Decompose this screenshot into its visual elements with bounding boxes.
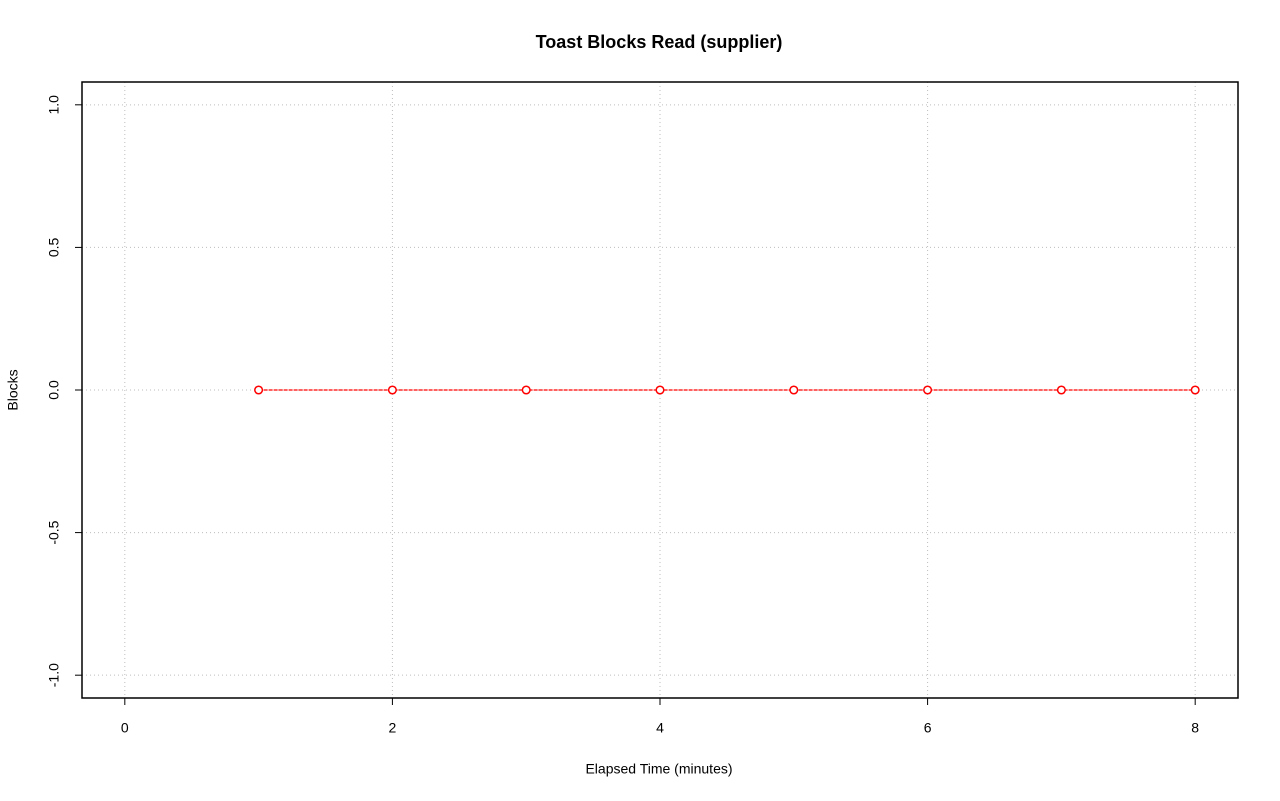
data-point — [923, 385, 933, 395]
y-tick-label: -0.5 — [46, 520, 62, 544]
data-point — [521, 385, 531, 395]
data-point — [1190, 385, 1200, 395]
y-tick-label: 1.0 — [46, 95, 62, 115]
plot-frame — [81, 81, 1239, 699]
data-point — [387, 385, 397, 395]
x-axis-label: Elapsed Time (minutes) — [585, 761, 732, 777]
y-axis-label: Blocks — [5, 369, 21, 410]
y-tick-label: 0.5 — [46, 237, 62, 257]
x-tick-label: 8 — [1191, 720, 1199, 736]
data-point — [1056, 385, 1066, 395]
x-tick-label: 6 — [924, 720, 932, 736]
x-tick-label: 0 — [121, 720, 129, 736]
data-point — [254, 385, 264, 395]
data-point — [655, 385, 665, 395]
x-tick-label: 2 — [389, 720, 397, 736]
y-tick-label: 0.0 — [46, 380, 62, 400]
data-point — [789, 385, 799, 395]
chart-title: Toast Blocks Read (supplier) — [536, 32, 783, 52]
y-tick-label: -1.0 — [46, 663, 62, 687]
x-tick-label: 4 — [656, 720, 664, 736]
